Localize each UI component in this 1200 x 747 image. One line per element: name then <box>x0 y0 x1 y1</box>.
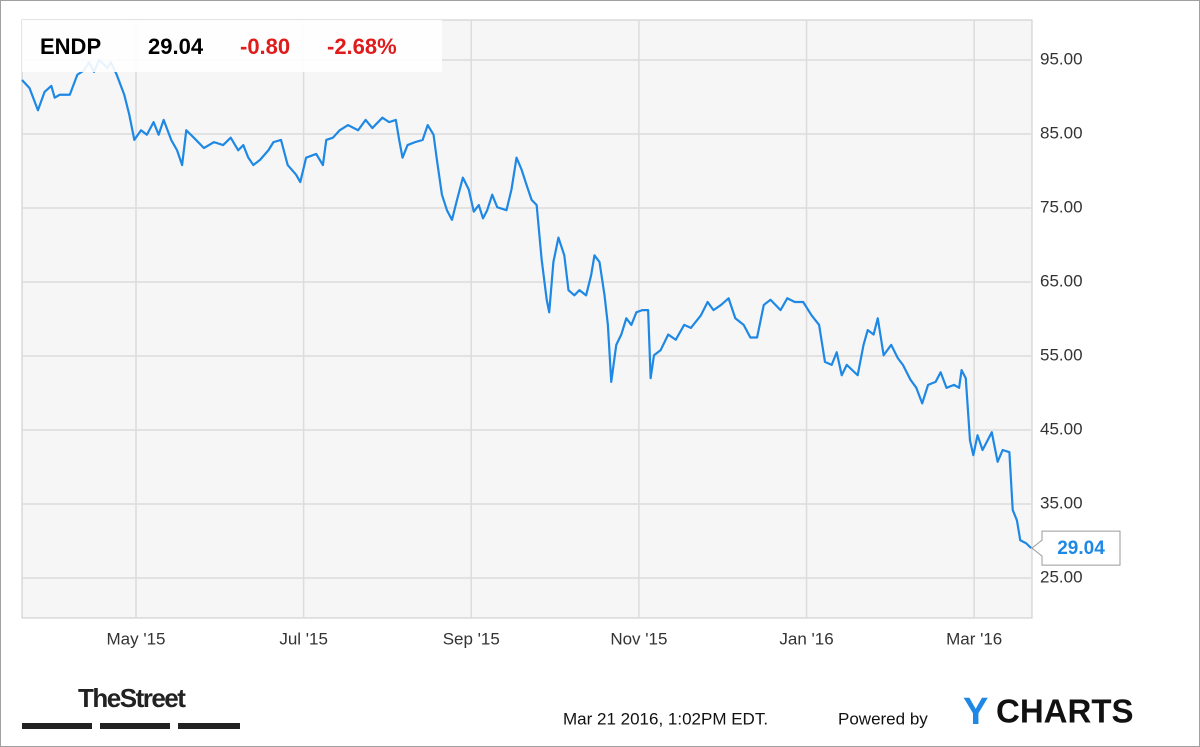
x-tick-label: Jan '16 <box>779 629 833 648</box>
x-tick-label: May '15 <box>106 629 165 648</box>
plot-area <box>21 19 1033 619</box>
logo-bar <box>22 723 92 729</box>
y-tick-label: 75.00 <box>1040 197 1083 216</box>
x-tick-label: Sep '15 <box>443 629 500 648</box>
change-pct: -2.68% <box>327 34 397 59</box>
price-line <box>21 58 1032 549</box>
y-tick-label: 45.00 <box>1040 419 1083 438</box>
y-tick-label: 35.00 <box>1040 494 1083 513</box>
y-tick-label: 25.00 <box>1040 568 1083 587</box>
y-tick-label: 55.00 <box>1040 345 1083 364</box>
timestamp: Mar 21 2016, 1:02PM EDT. <box>563 709 768 728</box>
brand-y: Y <box>963 691 988 733</box>
series <box>21 58 1032 549</box>
header-box <box>22 20 442 72</box>
logo-bar <box>100 723 170 729</box>
x-tick-label: Mar '16 <box>946 629 1002 648</box>
y-tick-label: 95.00 <box>1040 49 1083 68</box>
y-tick-label: 85.00 <box>1040 123 1083 142</box>
source-logo: TheStreet <box>78 683 186 713</box>
x-tick-label: Jul '15 <box>279 629 328 648</box>
last-value-callout <box>1031 530 1121 566</box>
change: -0.80 <box>240 34 290 59</box>
y-tick-label: 65.00 <box>1040 271 1083 290</box>
powered-by: Powered by <box>838 709 928 728</box>
logo-bar <box>178 723 240 729</box>
price: 29.04 <box>148 34 204 59</box>
x-tick-label: Nov '15 <box>610 629 667 648</box>
brand-rest: CHARTS <box>996 693 1134 730</box>
last-value-label: 29.04 <box>1057 538 1105 559</box>
grid <box>22 20 1032 618</box>
ticker: ENDP <box>40 34 101 59</box>
